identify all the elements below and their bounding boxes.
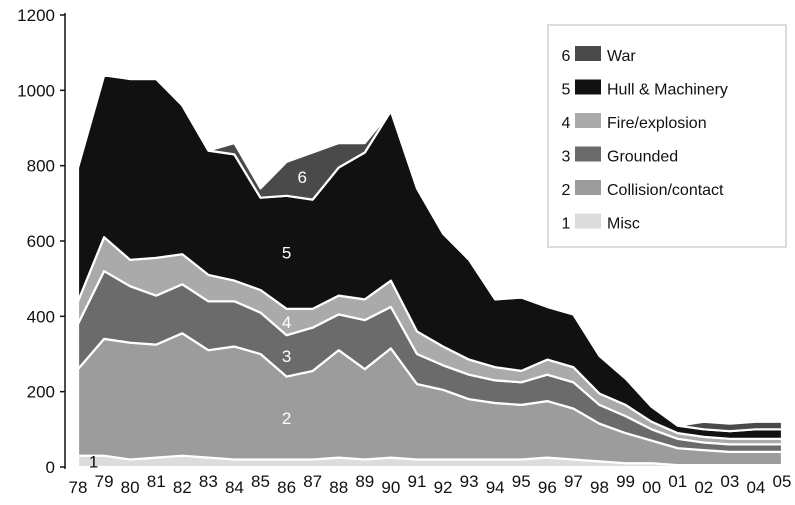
x-tick-label: 83 [199,472,218,491]
x-tick-label: 86 [277,478,296,497]
inline-series-labels: 1 2 3 4 5 6 [89,168,307,471]
y-tick-label: 1000 [17,81,55,100]
y-tick-label: 800 [27,157,55,176]
x-tick-label: 93 [460,472,479,491]
x-tick-label: 02 [694,478,713,497]
legend-label: Fire/explosion [607,115,707,132]
x-tick-label: 05 [773,472,792,491]
x-tick-label: 92 [434,478,453,497]
x-tick-label: 78 [69,478,88,497]
legend-number: 6 [562,48,571,65]
x-tick-label: 82 [173,478,192,497]
x-tick-label: 84 [225,478,244,497]
legend-number: 3 [562,149,571,166]
x-tick-label: 80 [121,478,140,497]
x-tick-label: 88 [329,478,348,497]
x-tick-label: 97 [564,472,583,491]
inline-label-6: 6 [297,168,306,187]
x-tick-label: 98 [590,478,609,497]
y-tick-label: 600 [27,232,55,251]
legend-number: 5 [562,82,571,99]
inline-label-4: 4 [282,313,291,332]
legend-swatch [575,213,601,229]
x-tick-label: 90 [381,478,400,497]
x-tick-label: 81 [147,472,166,491]
legend-box [547,24,787,248]
y-tick-label: 0 [46,458,55,477]
inline-label-5: 5 [282,243,291,262]
legend-label: War [607,48,636,65]
area-war [76,74,784,433]
legend-label: Misc [607,216,640,233]
y-tick-label: 200 [27,383,55,402]
x-tick-label: 03 [720,472,739,491]
legend-number: 4 [562,115,571,132]
x-tick-label: 00 [642,478,661,497]
x-tick-label: 91 [408,472,427,491]
legend-label: Grounded [607,149,678,166]
y-axis: 0 200 400 600 800 1000 1200 [17,6,66,477]
legend-swatch [575,79,601,95]
inline-label-2: 2 [282,409,291,428]
legend-swatch [575,146,601,162]
x-tick-label: 95 [512,472,531,491]
y-tick-label: 1200 [17,6,55,25]
area-series-group [76,74,784,469]
x-tick-label: 96 [538,478,557,497]
legend-swatch [575,46,601,61]
x-tick-label: 79 [95,472,114,491]
legend: 6 War 5 Hull & Machinery 4 Fire/explosion 3 Gro… [547,24,787,248]
inline-label-3: 3 [282,347,291,366]
y-tick-label: 400 [27,307,55,326]
legend-label: Collision/contact [607,182,724,199]
legend-label: Hull & Machinery [607,82,728,99]
legend-number: 1 [562,216,571,233]
x-axis: 78 79 80 81 82 83 84 85 86 87 88 89 90 91 92 93 94 95 96 97… [69,472,792,497]
x-tick-label: 89 [355,472,374,491]
x-tick-label: 01 [668,472,687,491]
legend-swatch [575,113,601,128]
x-tick-label: 87 [303,472,322,491]
legend-number: 2 [562,182,571,199]
x-tick-label: 04 [746,478,765,497]
x-tick-label: 99 [616,472,635,491]
inline-label-1: 1 [89,452,98,471]
x-tick-label: 85 [251,472,270,491]
legend-swatch [575,180,601,195]
x-tick-label: 94 [486,478,505,497]
